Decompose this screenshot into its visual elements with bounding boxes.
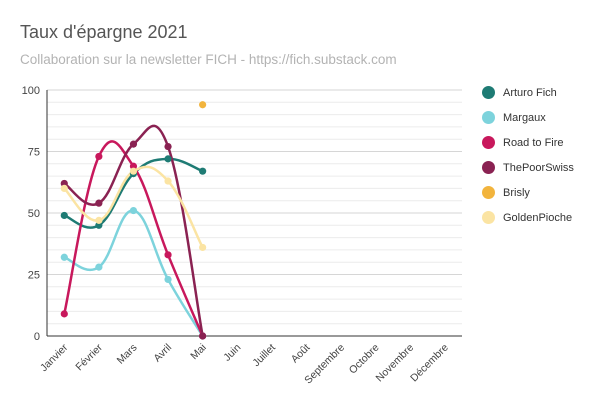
data-point bbox=[60, 310, 68, 318]
chart-title: Taux d'épargne 2021 bbox=[20, 22, 188, 42]
legend-swatch bbox=[482, 86, 495, 99]
y-tick-label: 0 bbox=[34, 331, 40, 343]
data-point bbox=[164, 275, 172, 284]
data-point bbox=[164, 142, 172, 151]
data-point bbox=[199, 243, 207, 252]
data-point bbox=[199, 101, 207, 109]
x-tick-label: Décembre bbox=[408, 342, 451, 385]
x-tick-label: Avril bbox=[151, 342, 174, 365]
y-tick-label: 50 bbox=[28, 208, 40, 220]
legend-label: Brisly bbox=[503, 186, 530, 199]
tick-labels: 0 25 50 75 100 Janvier Février Mars Avril Mai Juin… bbox=[22, 85, 451, 386]
grid-lines bbox=[47, 89, 462, 337]
legend-swatch bbox=[482, 186, 495, 199]
legend-item: Brisly bbox=[482, 180, 574, 205]
data-point bbox=[95, 152, 103, 161]
axes bbox=[46, 90, 462, 337]
legend-label: ThePoorSwiss bbox=[503, 161, 574, 174]
series-line bbox=[63, 209, 204, 338]
legend-swatch bbox=[482, 161, 495, 174]
legend-swatch bbox=[482, 111, 495, 124]
x-tick-label: Janvier bbox=[38, 341, 71, 374]
data-point bbox=[199, 167, 207, 175]
x-tick-label: Mars bbox=[115, 342, 140, 367]
data-point bbox=[129, 140, 138, 148]
legend-item: Arturo Fich bbox=[482, 80, 574, 105]
data-point bbox=[129, 162, 138, 170]
data-point bbox=[164, 155, 172, 163]
data-point bbox=[95, 216, 103, 224]
x-tick-label: Août bbox=[289, 342, 313, 366]
data-point bbox=[95, 263, 103, 271]
y-tick-label: 100 bbox=[22, 85, 40, 97]
y-tick-label: 75 bbox=[28, 147, 40, 159]
chart-subtitle: Collaboration sur la newsletter FICH - h… bbox=[20, 52, 397, 67]
legend-item: Road to Fire bbox=[482, 130, 574, 155]
legend-item: Margaux bbox=[482, 105, 574, 130]
legend-item: ThePoorSwiss bbox=[482, 155, 574, 180]
data-point bbox=[95, 221, 103, 229]
x-tick-label: Juin bbox=[221, 342, 243, 364]
data-point bbox=[60, 184, 68, 192]
x-tick-label: Février bbox=[73, 341, 105, 373]
legend-label: GoldenPioche bbox=[503, 211, 573, 224]
chart-legend: Arturo Fich Margaux Road to Fire ThePoorSwi… bbox=[482, 80, 574, 230]
y-tick-label: 25 bbox=[28, 270, 40, 282]
data-points bbox=[60, 101, 207, 340]
legend-label: Margaux bbox=[503, 111, 546, 124]
x-tick-label: Mai bbox=[188, 342, 208, 362]
data-point bbox=[199, 332, 207, 340]
data-point bbox=[60, 179, 68, 188]
series-line bbox=[63, 124, 204, 338]
legend-swatch bbox=[482, 136, 495, 149]
legend-label: Road to Fire bbox=[503, 136, 564, 149]
series-lines bbox=[63, 124, 204, 338]
legend-item: GoldenPioche bbox=[482, 205, 574, 230]
legend-label: Arturo Fich bbox=[503, 86, 557, 99]
data-point bbox=[60, 211, 68, 220]
data-point bbox=[60, 253, 68, 261]
x-tick-label: Octobre bbox=[347, 342, 382, 377]
legend-swatch bbox=[482, 211, 495, 224]
data-point bbox=[164, 177, 172, 185]
data-point bbox=[129, 206, 138, 215]
data-point bbox=[95, 199, 103, 207]
data-point bbox=[129, 167, 138, 175]
data-point bbox=[164, 251, 172, 259]
x-tick-label: Juillet bbox=[250, 342, 278, 370]
